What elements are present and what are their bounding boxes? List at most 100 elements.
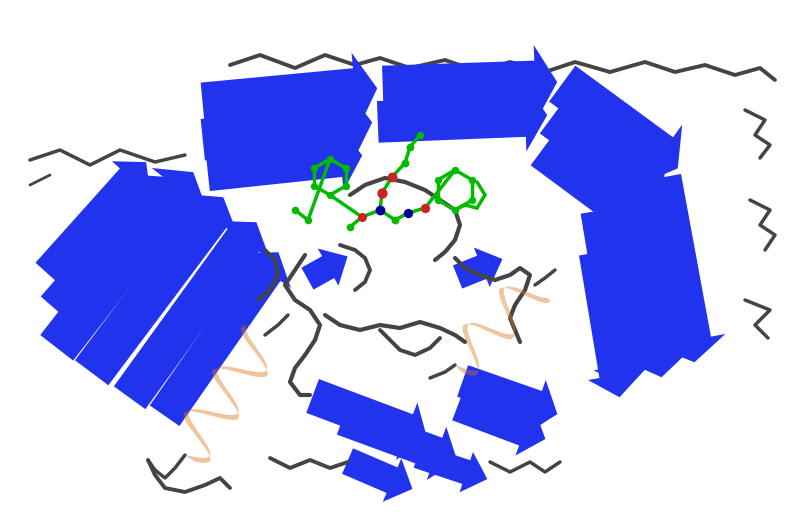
Polygon shape: [464, 335, 472, 343]
Polygon shape: [465, 324, 467, 327]
Polygon shape: [501, 299, 508, 307]
Polygon shape: [473, 371, 477, 375]
Polygon shape: [196, 435, 205, 442]
Polygon shape: [510, 321, 515, 326]
Polygon shape: [488, 327, 496, 335]
Polygon shape: [232, 415, 238, 419]
Polygon shape: [510, 322, 515, 327]
Polygon shape: [470, 348, 477, 356]
Polygon shape: [502, 303, 510, 311]
Polygon shape: [500, 298, 507, 305]
Point: [431, 176, 444, 184]
Polygon shape: [187, 411, 189, 412]
Polygon shape: [207, 457, 210, 460]
Polygon shape: [242, 326, 246, 329]
Polygon shape: [474, 323, 478, 327]
Polygon shape: [255, 372, 263, 377]
Polygon shape: [244, 326, 246, 327]
Polygon shape: [190, 410, 192, 411]
Polygon shape: [224, 414, 233, 420]
Polygon shape: [476, 371, 478, 372]
Polygon shape: [215, 379, 225, 387]
Polygon shape: [517, 288, 523, 295]
Polygon shape: [503, 306, 511, 314]
FancyArrowPatch shape: [342, 448, 413, 502]
Polygon shape: [216, 381, 226, 388]
Polygon shape: [260, 372, 266, 376]
Polygon shape: [205, 448, 210, 451]
Polygon shape: [246, 370, 257, 377]
Polygon shape: [504, 307, 511, 315]
Polygon shape: [514, 287, 521, 293]
Polygon shape: [223, 366, 229, 370]
Polygon shape: [258, 372, 266, 377]
Polygon shape: [225, 366, 232, 371]
Polygon shape: [248, 343, 258, 350]
Polygon shape: [510, 335, 514, 338]
Point: [308, 164, 321, 172]
Polygon shape: [214, 369, 217, 371]
Polygon shape: [251, 371, 261, 377]
Polygon shape: [512, 326, 515, 329]
Polygon shape: [509, 318, 514, 324]
Polygon shape: [194, 409, 200, 413]
Polygon shape: [247, 324, 250, 326]
Polygon shape: [237, 414, 239, 416]
Polygon shape: [498, 331, 505, 338]
Polygon shape: [462, 327, 468, 334]
FancyArrowPatch shape: [414, 444, 487, 492]
Polygon shape: [243, 336, 253, 342]
Polygon shape: [508, 316, 514, 323]
Polygon shape: [546, 298, 550, 302]
Polygon shape: [509, 286, 512, 289]
Polygon shape: [476, 370, 478, 372]
Polygon shape: [462, 327, 468, 333]
Polygon shape: [507, 287, 509, 289]
Polygon shape: [526, 291, 534, 299]
Polygon shape: [531, 293, 539, 301]
Polygon shape: [472, 323, 475, 326]
Point: [449, 166, 462, 174]
Polygon shape: [510, 320, 514, 325]
Polygon shape: [186, 421, 195, 428]
Polygon shape: [194, 409, 198, 412]
Polygon shape: [462, 326, 468, 332]
Polygon shape: [241, 328, 246, 332]
Polygon shape: [192, 410, 196, 412]
Polygon shape: [241, 330, 248, 335]
Polygon shape: [218, 384, 229, 392]
Polygon shape: [184, 418, 193, 424]
Polygon shape: [500, 298, 508, 306]
Polygon shape: [264, 372, 268, 374]
Polygon shape: [482, 325, 489, 332]
Polygon shape: [199, 410, 207, 414]
Polygon shape: [478, 324, 485, 330]
Polygon shape: [214, 369, 217, 372]
Polygon shape: [185, 412, 189, 415]
Polygon shape: [502, 287, 504, 289]
Polygon shape: [256, 372, 265, 377]
Polygon shape: [463, 334, 471, 341]
Point: [376, 189, 389, 197]
Polygon shape: [532, 294, 540, 302]
Polygon shape: [457, 366, 466, 374]
Polygon shape: [507, 314, 514, 321]
Polygon shape: [477, 370, 478, 371]
Polygon shape: [203, 445, 209, 450]
Polygon shape: [501, 288, 504, 291]
Point: [431, 196, 444, 204]
Polygon shape: [466, 339, 474, 347]
Polygon shape: [510, 287, 515, 291]
Polygon shape: [216, 369, 218, 370]
Polygon shape: [511, 323, 515, 328]
Point: [344, 223, 357, 231]
Polygon shape: [214, 377, 223, 384]
Polygon shape: [212, 372, 219, 377]
Polygon shape: [212, 371, 218, 375]
Polygon shape: [502, 333, 509, 339]
Polygon shape: [469, 346, 476, 354]
Polygon shape: [500, 297, 507, 304]
Polygon shape: [218, 368, 220, 369]
Polygon shape: [250, 346, 260, 353]
Polygon shape: [547, 298, 550, 301]
